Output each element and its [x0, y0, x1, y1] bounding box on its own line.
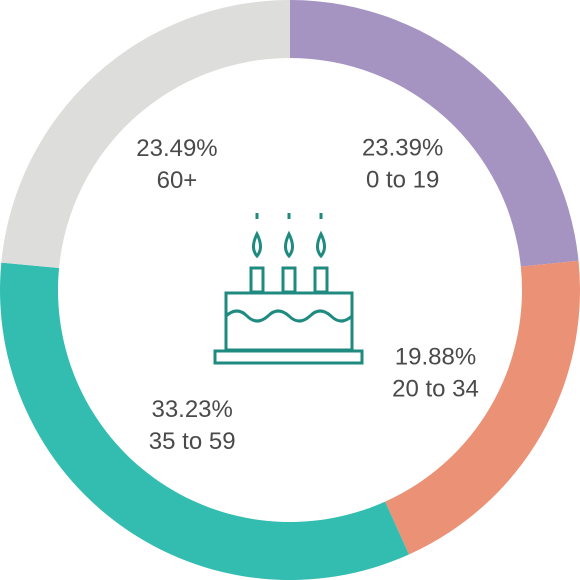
category-label: 35 to 59 — [149, 428, 236, 455]
value-label: 33.23% — [151, 396, 232, 423]
donut-segment — [385, 260, 580, 555]
cake-icon — [213, 213, 364, 365]
category-label: 60+ — [157, 167, 198, 194]
value-label: 23.49% — [136, 135, 217, 162]
value-label: 23.39% — [362, 135, 443, 162]
category-label: 20 to 34 — [392, 375, 479, 402]
category-label: 0 to 19 — [366, 167, 439, 194]
donut-segment — [290, 0, 579, 267]
donut-segment — [0, 262, 409, 580]
value-label: 19.88% — [395, 343, 476, 370]
donut-segment — [1, 0, 291, 269]
